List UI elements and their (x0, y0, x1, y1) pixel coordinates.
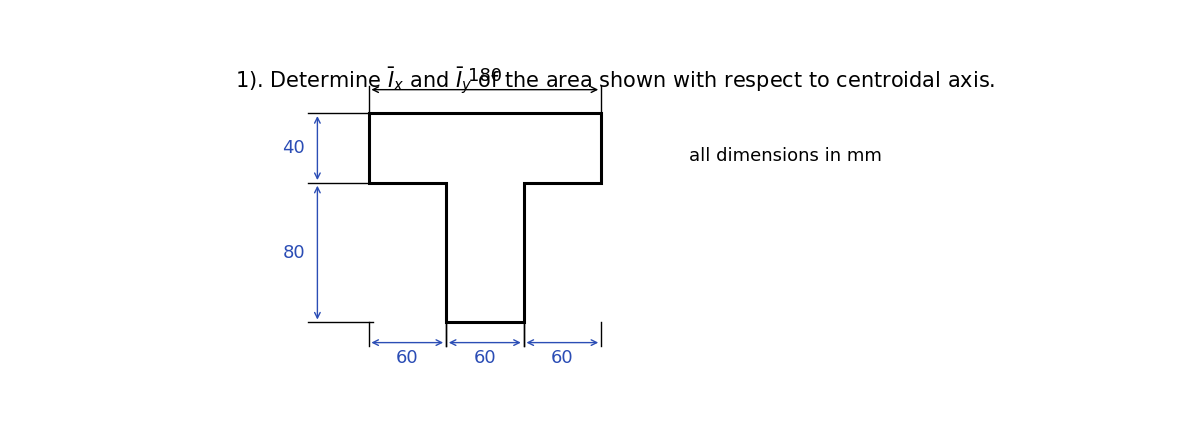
Text: 1). Determine $\bar{I}_x$ and $\bar{I}_y$ of the area shown with respect to cent: 1). Determine $\bar{I}_x$ and $\bar{I}_y… (235, 66, 995, 97)
Text: 60: 60 (474, 350, 496, 367)
Text: 180: 180 (468, 67, 502, 85)
Text: 80: 80 (283, 244, 305, 261)
Text: 40: 40 (282, 139, 305, 157)
Text: 60: 60 (396, 350, 419, 367)
Text: 60: 60 (551, 350, 574, 367)
Text: all dimensions in mm: all dimensions in mm (689, 147, 882, 165)
